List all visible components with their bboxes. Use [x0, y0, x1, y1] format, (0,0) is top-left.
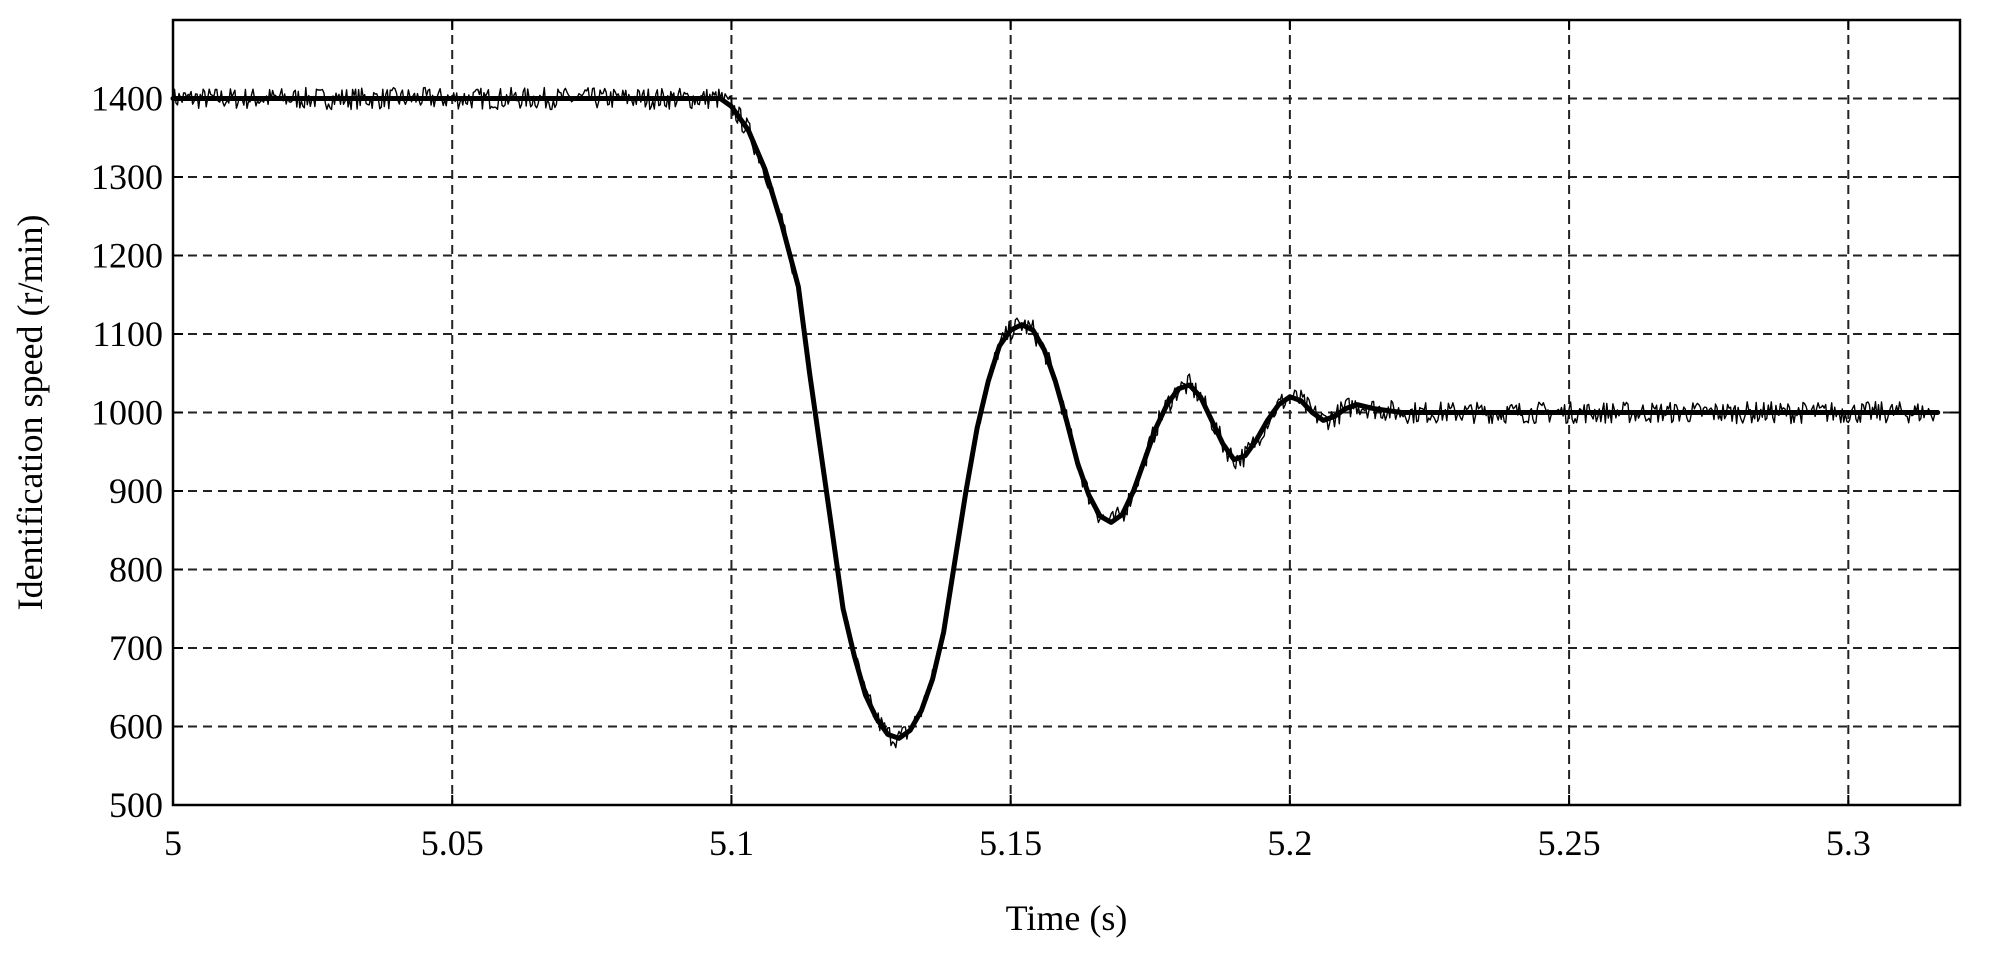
- y-tick-label: 700: [109, 628, 163, 668]
- y-tick-label: 800: [109, 550, 163, 590]
- x-tick-label: 5: [164, 823, 182, 863]
- y-tick-labels: 500 600 700 800 900 1000 1100 1200 1300 1400: [91, 79, 163, 826]
- x-tick-label: 5.3: [1826, 823, 1871, 863]
- series-layer: [170, 86, 1941, 749]
- y-axis-label: Identification speed (r/min): [10, 215, 50, 611]
- x-tick-labels: 5 5.05 5.1 5.15 5.2 5.25 5.3: [164, 823, 1871, 863]
- y-tick-label: 1400: [91, 79, 163, 119]
- x-tick-label: 5.15: [979, 823, 1042, 863]
- x-tick-label: 5.1: [709, 823, 754, 863]
- y-tick-label: 1100: [92, 314, 163, 354]
- x-tick-label: 5.2: [1267, 823, 1312, 863]
- y-tick-label: 1000: [91, 393, 163, 433]
- series-noise-trace: [172, 86, 1938, 749]
- x-axis-label: Time (s): [1006, 898, 1128, 938]
- y-tick-label: 900: [109, 471, 163, 511]
- y-tick-label: 1200: [91, 236, 163, 276]
- y-tick-label: 500: [109, 785, 163, 825]
- y-tick-label: 600: [109, 707, 163, 747]
- x-tick-label: 5.25: [1538, 823, 1601, 863]
- tick-marks: [172, 20, 1960, 806]
- x-tick-label: 5.05: [421, 823, 484, 863]
- y-tick-label: 1300: [91, 157, 163, 197]
